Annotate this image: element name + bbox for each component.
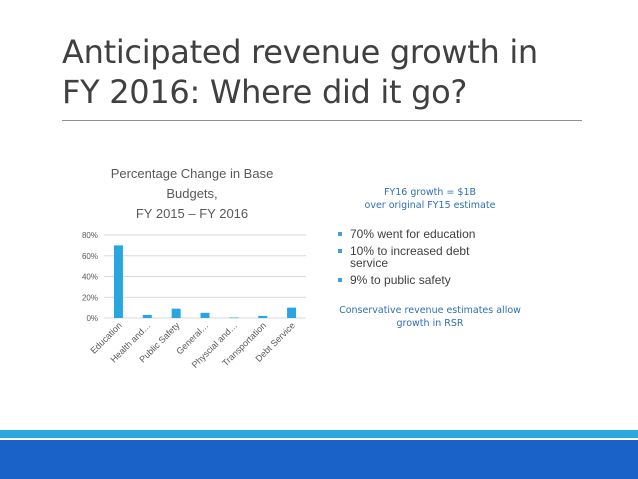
chart-title-line-2: Budgets, [166,186,218,201]
bullet-public-safety: 9% to public safety [338,274,538,286]
growth-heading-line-1: FY16 growth = $1B [383,187,477,198]
bar-education [113,245,123,318]
chart-title-line-1: Percentage Change in Base [110,166,274,181]
y-tick-label: 40% [82,273,98,282]
growth-heading: FY16 growth = $1B over original FY15 est… [326,186,534,212]
chart-title-line-3: FY 2015 – FY 2016 [135,206,249,221]
bullet-list: 70% went for education 10% to increased … [338,228,538,291]
title-divider [62,120,582,121]
bar-public-safety [171,308,181,318]
bullet-text: 9% to public safety [350,273,451,287]
rsr-note-line-1: Conservative revenue estimates allow [339,305,521,316]
bullet-text-continued: service [350,256,389,270]
slide-title-line-2: FY 2016: Where did it go? [62,73,468,111]
y-tick-label: 60% [82,252,98,261]
slide-title: Anticipated revenue growth in FY 2016: W… [62,32,602,112]
rsr-note-line-2: growth in RSR [396,318,464,329]
rsr-note: Conservative revenue estimates allow gro… [326,304,534,330]
bullet-debt-service: 10% to increased debt service [338,245,538,269]
bar-physcial-and [229,317,239,319]
y-tick-label: 20% [82,293,98,302]
bar-debt-service [287,307,297,318]
bar-general [200,312,210,318]
bullet-text: 70% went for education [350,227,476,241]
bullet-education: 70% went for education [338,228,538,240]
chart-title: Percentage Change in Base Budgets, FY 20… [88,164,296,224]
slide-title-line-1: Anticipated revenue growth in [62,33,538,71]
footer-band-dark [0,440,638,479]
bar-transportation [258,315,268,318]
footer-band-light [0,430,638,438]
footer-band-gap [0,438,638,440]
bullet-text: 10% to increased debt [350,244,470,258]
y-tick-label: 0% [86,314,98,323]
bar-health-and [142,314,152,318]
growth-heading-line-2: over original FY15 estimate [364,200,496,211]
y-tick-label: 80% [82,231,98,240]
